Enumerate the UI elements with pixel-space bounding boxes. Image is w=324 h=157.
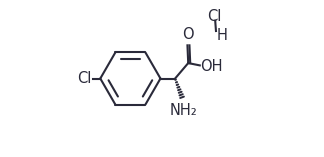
Text: OH: OH [201, 59, 223, 74]
Text: Cl: Cl [207, 9, 222, 24]
Text: H: H [217, 28, 228, 43]
Text: O: O [182, 27, 194, 42]
Text: NH₂: NH₂ [169, 103, 197, 118]
Text: Cl: Cl [78, 71, 92, 86]
